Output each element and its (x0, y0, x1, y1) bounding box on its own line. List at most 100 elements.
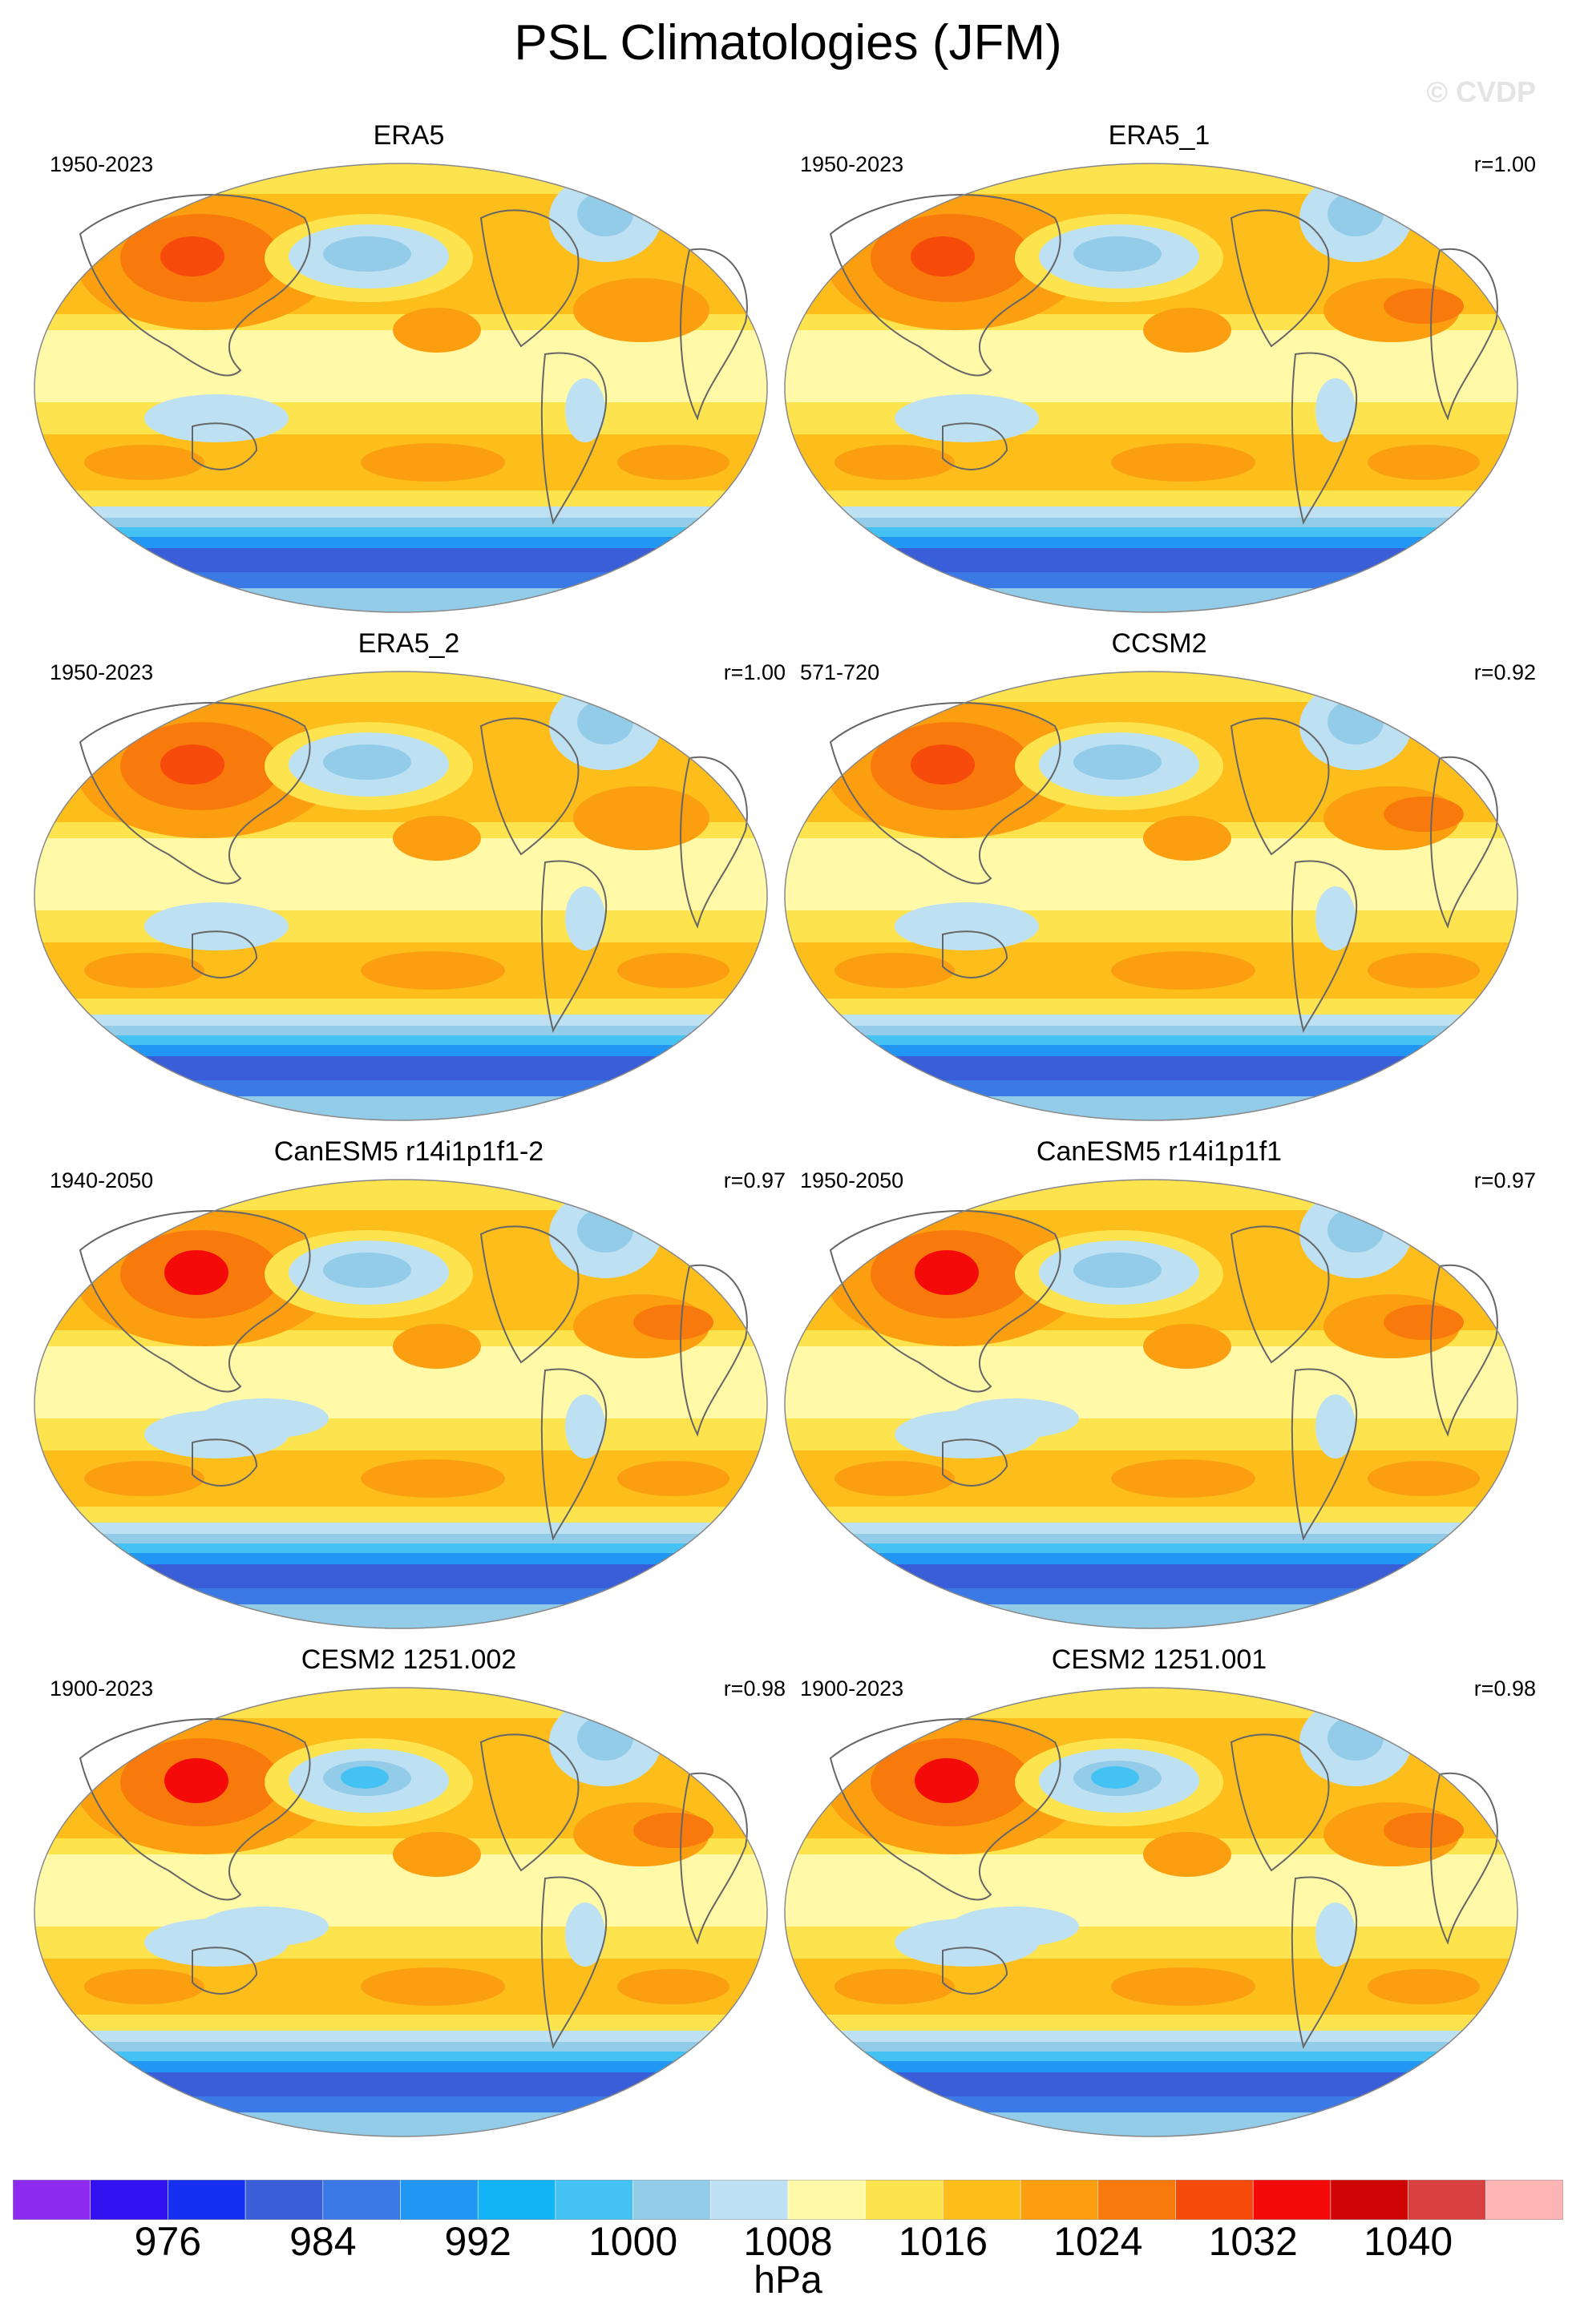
siberian-high-max (164, 1758, 228, 1803)
band-1008 (785, 1523, 1517, 1534)
aleutian-low-center (341, 1766, 389, 1789)
band-1008 (785, 1015, 1517, 1026)
pacific-high (393, 308, 481, 353)
world-map (784, 671, 1518, 1121)
antarctica-band (785, 2112, 1517, 2136)
antarctic-low-band (34, 1564, 767, 1588)
south-america-outline (1291, 860, 1358, 1033)
siberian-high-max (911, 236, 975, 276)
world-map (784, 1687, 1518, 2137)
antarctic-rim-band (785, 1588, 1517, 1604)
colorbar-tick-labels: 976 984 992 1000 1008 1016 1024 1032 1040 (0, 2218, 1576, 2266)
north-america-outline (1230, 209, 1330, 348)
map-panel: ERA5_2 1950-2023 r=1.00 (32, 628, 786, 1141)
map-panel: CCSM2 571-720 r=0.92 (782, 628, 1536, 1141)
band-996 (785, 1045, 1517, 1056)
band-1004 (34, 1534, 767, 1543)
azores-high-core (633, 1305, 713, 1340)
asia-outline (79, 1718, 311, 1901)
pacific-high (393, 1832, 481, 1877)
pacific-high (1143, 816, 1231, 861)
north-america-outline (479, 717, 580, 856)
colorbar-swatch (1175, 2180, 1254, 2220)
australia-outline (192, 422, 258, 470)
maritime-continent-low (144, 394, 289, 442)
azores-high (573, 278, 709, 342)
south-america-outline (1291, 352, 1358, 525)
colorbar-swatch (943, 2180, 1021, 2220)
map-boundary (784, 1687, 1518, 2137)
asia-outline (79, 702, 311, 885)
south-subtropic-band (34, 910, 767, 942)
panel-title: CESM2 1251.001 (1051, 1644, 1267, 1675)
panel-years: 1950-2023 (50, 152, 154, 176)
band-1000 (34, 527, 767, 537)
south-pacific-high (361, 443, 505, 482)
map-panel: CanESM5 r14i1p1f1 1950-2050 r=0.97 (782, 1136, 1536, 1649)
antarctic-rim-band (785, 2096, 1517, 2112)
indonesia-low (951, 1906, 1079, 1947)
north-america-outline (1230, 717, 1330, 856)
panel-correlation: r=0.97 (1473, 1168, 1536, 1192)
asia-outline (829, 1210, 1061, 1393)
south-transition-band (785, 2015, 1517, 2031)
aleutian-low-core (1073, 1253, 1162, 1288)
asia-outline (829, 194, 1061, 377)
asia-outline (829, 702, 1061, 885)
band-1004 (34, 2042, 767, 2052)
asia-outline (829, 1718, 1061, 1901)
south-transition-band (34, 490, 767, 506)
panel-years: 1950-2050 (800, 1168, 904, 1192)
south-atlantic-high (617, 1969, 729, 2004)
world-map (784, 163, 1518, 613)
south-america-low (1315, 886, 1356, 950)
colorbar-tick-label: 1016 (898, 2219, 988, 2264)
colorbar-swatch (13, 2180, 91, 2220)
azores-high-core (633, 1813, 713, 1848)
band-996 (785, 1553, 1517, 1564)
south-america-outline (540, 1368, 608, 1541)
colorbar-swatch (787, 2180, 866, 2220)
antarctic-rim-band (785, 572, 1517, 588)
south-subtropic-band (34, 402, 767, 434)
antarctica-band (785, 588, 1517, 612)
south-america-outline (1291, 1368, 1358, 1541)
south-pacific-high (1111, 951, 1255, 990)
antarctic-low-band (34, 2072, 767, 2096)
south-subtropic-band (785, 402, 1517, 434)
colorbar-tick-label: 1032 (1208, 2219, 1298, 2264)
south-transition-band (34, 2015, 767, 2031)
band-1008 (34, 1015, 767, 1026)
africa-europe-outline (680, 756, 748, 929)
panel-correlation: r=1.00 (723, 660, 786, 684)
colorbar-tick-label: 1024 (1053, 2219, 1143, 2264)
band-996 (34, 1045, 767, 1056)
australia-outline (942, 1438, 1008, 1487)
map-boundary (34, 1179, 768, 1629)
antarctic-rim-band (34, 2096, 767, 2112)
africa-europe-outline (1430, 1264, 1498, 1437)
band-1000 (785, 1035, 1517, 1045)
antarctica-band (34, 1604, 767, 1628)
south-atlantic-high (1368, 445, 1480, 480)
siberian-high-max (160, 744, 224, 785)
band-996 (34, 537, 767, 548)
africa-europe-outline (680, 1772, 748, 1945)
australia-outline (192, 1438, 258, 1487)
icelandic-low-core (577, 1716, 633, 1761)
australia-outline (192, 930, 258, 978)
band-996 (785, 537, 1517, 548)
band-1004 (34, 518, 767, 527)
antarctica-band (785, 1604, 1517, 1628)
band-1004 (785, 1534, 1517, 1543)
south-transition-band (34, 999, 767, 1015)
colorbar-swatch (555, 2180, 633, 2220)
colorbar-swatch (477, 2180, 556, 2220)
australia-outline (192, 1947, 258, 1995)
antarctic-rim-band (34, 1588, 767, 1604)
pacific-high (393, 1324, 481, 1369)
band-996 (34, 1553, 767, 1564)
antarctic-rim-band (34, 1080, 767, 1096)
map-boundary (34, 163, 768, 613)
band-1004 (785, 518, 1517, 527)
